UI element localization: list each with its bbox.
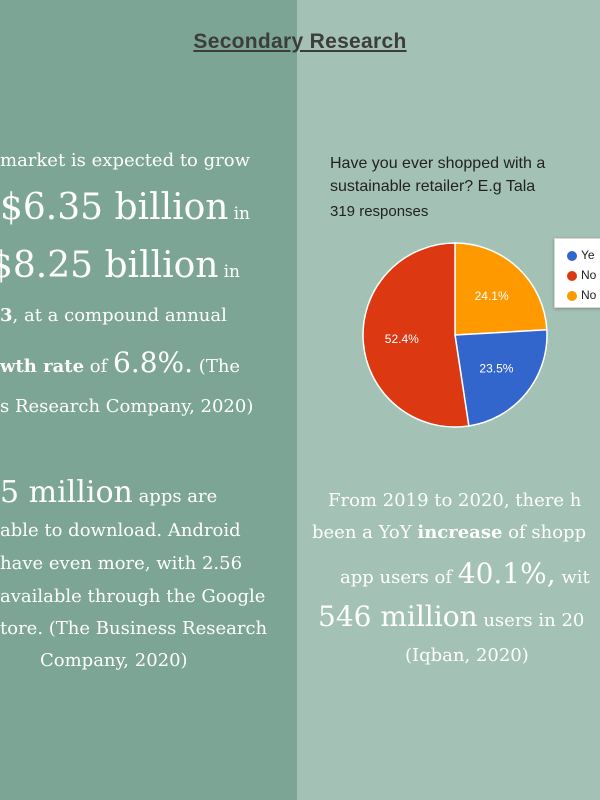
left-p1-line1: market is expected to grow <box>0 150 250 171</box>
left-p2-line1: 5 million apps are <box>0 475 217 510</box>
left-p2-line6: Company, 2020) <box>40 650 188 671</box>
chart-legend: Ye No No <box>554 238 600 308</box>
slice-no-1 <box>362 242 470 428</box>
slice-no-1-label: 52.4% <box>385 332 419 346</box>
left-p2-line2: able to download. Android <box>0 520 241 541</box>
chart-question-line1: Have you ever shopped with a <box>330 155 546 172</box>
page-title: Secondary Research <box>193 30 407 53</box>
left-p2-line4: available through the Google <box>0 586 266 607</box>
chart-responses: 319 responses <box>330 203 429 220</box>
left-p2-line5: tore. (The Business Research <box>0 618 268 639</box>
left-p1-line4-rest: , at a compound annual <box>12 305 227 326</box>
value-5-million: 5 million <box>0 475 133 510</box>
left-p2-line3: have even more, with 2.56 <box>0 553 243 574</box>
left-panel <box>0 0 297 800</box>
left-p1-line5-tail: (The <box>193 356 241 377</box>
value-6-35-billion: $6.35 billion <box>0 187 229 228</box>
left-p1-line2-in: in <box>233 204 250 224</box>
value-8-25-billion: $8.25 billion <box>0 245 219 286</box>
increase-label: increase <box>417 522 503 543</box>
left-p1-line6: s Research Company, 2020) <box>0 396 254 417</box>
value-546-million: 546 million <box>318 600 478 633</box>
left-p1-line5-of: of <box>84 356 114 377</box>
slice-yes-label: 23.5% <box>479 362 513 376</box>
left-p1-line3-in: in <box>223 262 240 282</box>
left-p1-line2: $6.35 billion in <box>0 187 250 228</box>
left-p1-line4-bold: 3 <box>0 305 13 326</box>
left-p1-line4: 3, at a compound annual <box>0 305 227 326</box>
left-p1-line3: $8.25 billion in <box>0 245 240 286</box>
value-6-8-percent: 6.8%. <box>113 346 194 379</box>
slice-no-2-label: 24.1% <box>475 289 509 303</box>
slice-no-2 <box>454 242 548 336</box>
right-stat-line4: 546 million users in 20 <box>318 600 585 633</box>
left-p2-line1-rest: apps are <box>132 486 218 507</box>
value-40-1-percent: 40.1%, <box>457 557 556 590</box>
right-stat-line1: From 2019 to 2020, there h <box>328 490 582 511</box>
slice-yes <box>454 329 548 427</box>
right-stat-line3: app users of 40.1%, wit <box>340 557 590 590</box>
right-stat-line5: (Iqban, 2020) <box>405 645 529 666</box>
legend-dot-blue <box>567 250 577 261</box>
growth-rate-label: wth rate <box>0 356 85 377</box>
legend-item-yes: Ye <box>567 248 595 262</box>
legend-item-no-1: No <box>567 268 596 282</box>
left-p1-line5: wth rate of 6.8%. (The <box>0 346 240 379</box>
legend-dot-orange <box>567 290 577 301</box>
chart-question-line2: sustainable retailer? E.g Tala <box>330 178 536 195</box>
legend-item-no-2: No <box>567 288 596 302</box>
legend-dot-red <box>567 270 577 281</box>
pie-chart: 24.1% 23.5% 52.4% <box>362 242 548 428</box>
right-stat-line2: been a YoY increase of shopp <box>312 522 587 543</box>
